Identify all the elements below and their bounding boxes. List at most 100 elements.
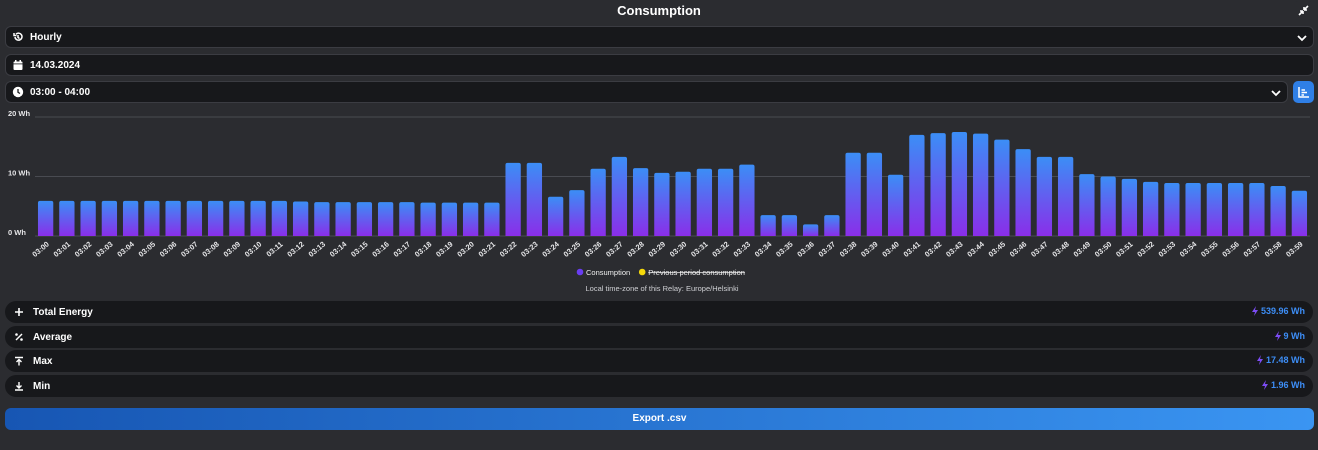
bar [1079, 174, 1095, 236]
bar [144, 200, 160, 236]
chevron [1297, 35, 1307, 42]
x-tick-label: 03:16 [370, 240, 390, 259]
stat-icon [15, 382, 23, 391]
bar [1057, 156, 1074, 236]
bar [611, 156, 628, 236]
page-title: Consumption [617, 3, 701, 18]
x-tick-label: 03:55 [1199, 240, 1219, 259]
stat-icon [15, 308, 23, 316]
stat-value: 539.96 Wh [1260, 306, 1305, 316]
stat-row[interactable]: Total Energy 539.96 Wh [5, 301, 1313, 323]
bolt-icon [1256, 355, 1263, 365]
bolt-icon [1251, 306, 1258, 316]
x-tick-label: 03:19 [434, 240, 454, 259]
x-tick-label: 03:12 [285, 240, 305, 259]
bar [356, 202, 373, 236]
x-tick-label: 03:35 [774, 240, 794, 259]
bar [165, 200, 181, 236]
stat-label: Total Energy [33, 306, 93, 318]
date-text: 14.03.2024 [30, 59, 81, 71]
bar [994, 139, 1010, 236]
y-tick-label: 20 Wh [8, 109, 31, 118]
bar [1100, 176, 1116, 236]
bar [399, 202, 415, 236]
bar [781, 215, 798, 236]
x-tick-label: 03:28 [625, 240, 645, 259]
stat-value: 9 Wh [1283, 331, 1306, 341]
chevron [1271, 90, 1281, 97]
timezone-note: Local time-zone of this Relay: Europe/He… [586, 284, 739, 293]
bar [80, 200, 96, 236]
y-tick-label: 0 Wh [8, 228, 26, 237]
x-tick-label: 03:49 [1072, 240, 1092, 259]
stat-label: Min [33, 380, 51, 392]
stat-row[interactable]: Min 1.96 Wh [5, 375, 1313, 397]
chart-icon [1298, 87, 1309, 98]
export-button[interactable]: Export .csv [5, 408, 1314, 430]
x-tick-label: 03:14 [328, 239, 349, 259]
x-tick-label: 03:00 [30, 240, 50, 259]
x-tick-label: 03:53 [1157, 240, 1177, 259]
collapse-button[interactable] [1294, 1, 1313, 20]
bar [292, 201, 309, 236]
x-tick-label: 03:06 [158, 240, 178, 259]
bar [526, 162, 543, 236]
x-tick-label: 03:38 [838, 240, 858, 259]
x-tick-label: 03:48 [1050, 240, 1070, 259]
x-tick-label: 03:59 [1284, 240, 1304, 259]
x-tick-label: 03:31 [689, 240, 709, 259]
x-tick-label: 03:18 [413, 240, 433, 259]
x-tick-label: 03:01 [52, 240, 72, 259]
x-tick-label: 03:39 [859, 240, 879, 259]
x-tick-label: 03:46 [1008, 240, 1028, 259]
x-tick-label: 03:33 [732, 240, 752, 259]
bar [1270, 186, 1286, 236]
date-input[interactable]: 14.03.2024 [5, 54, 1314, 76]
x-tick-label: 03:11 [264, 240, 284, 259]
bar [972, 133, 989, 236]
bar [1227, 183, 1244, 236]
stat-value-wrap: 9 Wh [1274, 331, 1306, 341]
bar [654, 172, 670, 236]
chart-view-button[interactable] [1293, 81, 1314, 103]
bar [37, 200, 54, 236]
period-select[interactable]: Hourly [5, 26, 1314, 48]
legend-swatch [638, 268, 646, 276]
bar [717, 168, 734, 236]
bar [271, 200, 288, 236]
x-tick-label: 03:50 [1093, 240, 1113, 259]
bar [930, 133, 946, 236]
stat-row[interactable]: Average 9 Wh [5, 326, 1313, 348]
x-tick-label: 03:54 [1178, 239, 1199, 259]
time-select[interactable]: 03:00 - 04:00 [5, 81, 1288, 103]
bar [632, 168, 649, 236]
x-tick-label: 03:58 [1263, 240, 1283, 259]
bar [909, 134, 925, 236]
bar [335, 202, 351, 236]
x-tick-label: 03:08 [200, 240, 220, 259]
collapse-icon [1298, 5, 1309, 16]
bar [1164, 183, 1180, 236]
bar [505, 162, 521, 236]
y-tick-label: 10 Wh [8, 169, 31, 178]
bar [802, 224, 819, 236]
x-tick-label: 03:24 [540, 239, 561, 259]
stat-value: 1.96 Wh [1270, 380, 1305, 390]
x-tick-label: 03:41 [902, 240, 922, 259]
history-icon [13, 32, 23, 41]
stat-row[interactable]: Max 17.48 Wh [5, 350, 1313, 372]
x-tick-label: 03:25 [562, 240, 582, 259]
legend-swatch [576, 268, 584, 276]
x-tick-label: 03:07 [179, 240, 199, 259]
bar [887, 174, 904, 236]
bar [590, 168, 606, 236]
x-tick-label: 03:09 [222, 240, 242, 259]
x-tick-label: 03:13 [307, 240, 327, 259]
x-tick-label: 03:42 [923, 240, 943, 259]
period-text: Hourly [30, 31, 62, 43]
x-tick-label: 03:30 [668, 240, 688, 259]
x-tick-label: 03:34 [753, 239, 774, 259]
x-tick-label: 03:40 [880, 240, 900, 259]
x-tick-label: 03:56 [1220, 240, 1240, 259]
bar [951, 131, 968, 236]
